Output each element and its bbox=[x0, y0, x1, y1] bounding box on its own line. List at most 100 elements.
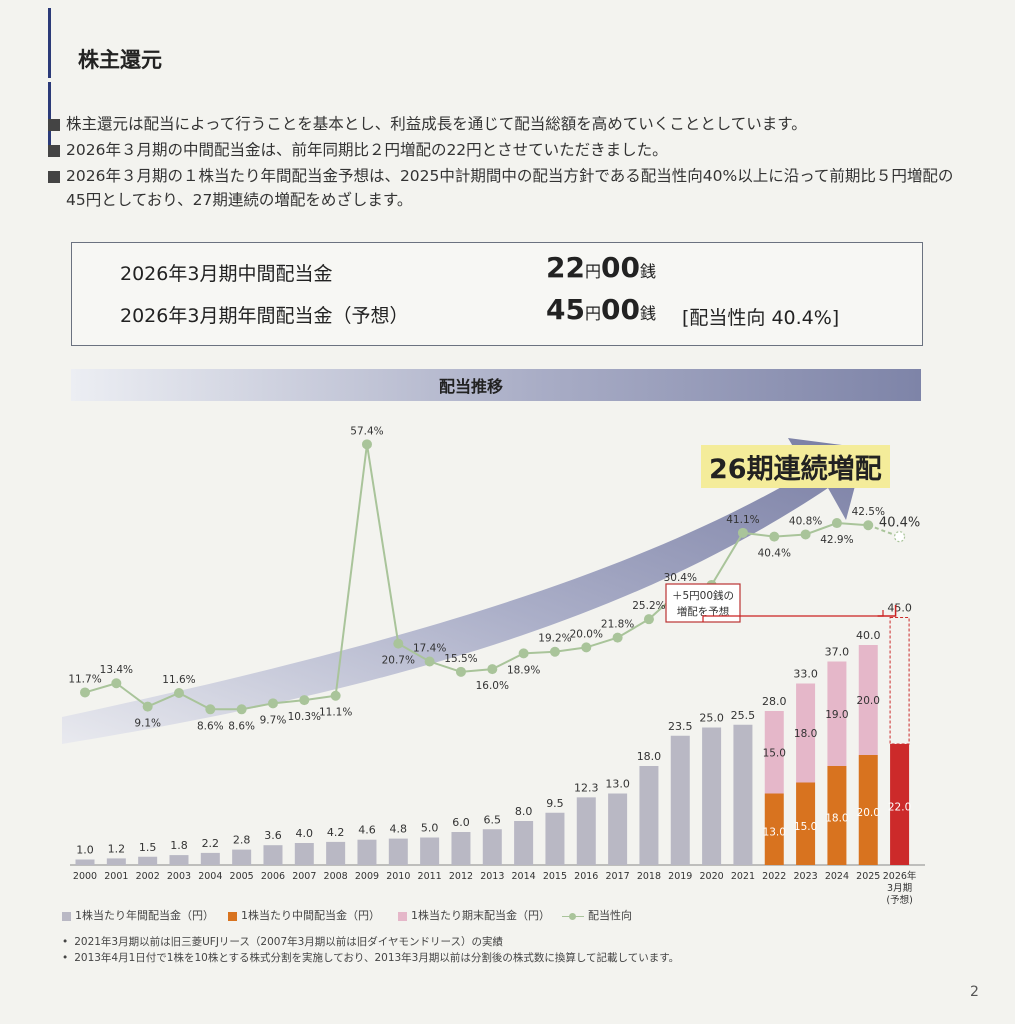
bar-interim bbox=[858, 755, 878, 865]
bar-yearend bbox=[764, 711, 784, 794]
bar-total-label: 23.5 bbox=[668, 720, 693, 733]
bar-yearend bbox=[796, 683, 816, 783]
payout-label: 42.5% bbox=[852, 506, 885, 518]
bar-total-label: 4.0 bbox=[296, 827, 314, 840]
payout-point bbox=[893, 531, 906, 543]
callout-connector bbox=[702, 610, 884, 622]
x-tick-label: 2021 bbox=[731, 871, 755, 882]
payout-label: 13.4% bbox=[100, 664, 133, 676]
payout-point bbox=[236, 704, 247, 715]
x-tick-label: 2000 bbox=[73, 871, 97, 882]
bar-annual bbox=[200, 852, 220, 865]
payout-point bbox=[173, 688, 184, 699]
dividend-chart: 1.0 1.2 1.5 1.8 2.2 2.8 3.6 4.0 4.2 4.6 4.8 5.0 6.0 6… bbox=[62, 425, 925, 906]
payout-label: 25.2% bbox=[632, 600, 665, 612]
legend-interim: 1株当たり中間配当金（円） bbox=[228, 907, 380, 923]
banner-arrow bbox=[71, 369, 921, 401]
bar-total-label: 40.0 bbox=[856, 629, 881, 642]
payout-label: 20.7% bbox=[382, 655, 415, 667]
x-tick-label: 2022 bbox=[762, 871, 786, 882]
x-tick-label: 2012 bbox=[449, 871, 473, 882]
bar-annual bbox=[514, 821, 534, 865]
bar-annual bbox=[733, 724, 753, 865]
bar-annual bbox=[451, 832, 471, 865]
x-tick-label: 2009 bbox=[355, 871, 379, 882]
payout-label: 40.8% bbox=[789, 515, 822, 527]
bar-total-label: 2.8 bbox=[233, 834, 251, 847]
bar-annual bbox=[326, 841, 346, 865]
bar-annual bbox=[357, 839, 377, 865]
payout-label: 16.0% bbox=[476, 680, 509, 692]
x-tick-label: 2005 bbox=[230, 871, 254, 882]
payout-point bbox=[424, 656, 435, 667]
bar-total-label: 2.2 bbox=[202, 837, 220, 850]
x-tick-label: 2004 bbox=[198, 871, 222, 882]
x-tick-label: 2014 bbox=[512, 871, 536, 882]
legend-payout: 配当性向 bbox=[562, 907, 632, 923]
bar-annual bbox=[388, 838, 408, 865]
bullet-list: 株主還元は配当によって行うことを基本とし、利益成長を通じて配当総額を高めていくこ… bbox=[48, 112, 968, 214]
payout-label: 11.7% bbox=[68, 673, 101, 685]
bar-yearend bbox=[858, 645, 878, 755]
bar-interim bbox=[764, 793, 784, 865]
x-tick-label: 2019 bbox=[668, 871, 692, 882]
payout-point bbox=[330, 690, 341, 701]
x-tick-label: 2020 bbox=[700, 871, 724, 882]
payout-label: 18.9% bbox=[507, 664, 540, 676]
payout-point bbox=[111, 678, 122, 689]
bar-total-label: 9.5 bbox=[546, 797, 564, 810]
payout-label: 19.2% bbox=[538, 633, 571, 645]
bar-interim-label: 15.0 bbox=[794, 821, 817, 833]
bar-total-label: 28.0 bbox=[762, 695, 787, 708]
payout-point bbox=[487, 664, 498, 675]
payout-point bbox=[518, 648, 529, 659]
payout-label: 9.7% bbox=[260, 714, 287, 726]
payout-point bbox=[612, 632, 623, 643]
bar-annual bbox=[639, 766, 659, 865]
bar-annual bbox=[670, 735, 690, 865]
bar-yearend bbox=[827, 661, 847, 766]
payout-label: 11.1% bbox=[319, 707, 352, 719]
bullet-item: 2026年３月期の中間配当金は、前年同期比２円増配の22円とさせていただきました… bbox=[48, 138, 968, 162]
payout-line-forecast bbox=[867, 524, 900, 538]
bar-total-label: 37.0 bbox=[825, 646, 850, 659]
annual-yen: 45 bbox=[546, 293, 585, 326]
bar-interim bbox=[796, 782, 816, 865]
payout-point bbox=[361, 439, 372, 450]
x-tick-label: 3月期 bbox=[887, 883, 912, 894]
bar-interim-label: 22.0 bbox=[888, 802, 911, 814]
bar-total-label: 6.5 bbox=[484, 813, 502, 826]
bar-total-label: 4.8 bbox=[390, 823, 408, 836]
x-tick-label: 2017 bbox=[606, 871, 630, 882]
bar-total-label: 1.0 bbox=[76, 844, 94, 857]
legend-swatch-pink bbox=[398, 911, 407, 921]
callout-arrow bbox=[877, 605, 897, 617]
payout-label: 20.0% bbox=[570, 628, 603, 640]
payout-label: 41.1% bbox=[726, 514, 759, 526]
bar-annual bbox=[608, 793, 628, 865]
payout-point bbox=[863, 520, 874, 531]
x-tick-label: 2026年 bbox=[883, 870, 917, 882]
bar-annual bbox=[75, 859, 95, 865]
legend-swatch-orange bbox=[228, 911, 237, 921]
page-number: 2 bbox=[970, 984, 979, 1000]
interim-sen: 00 bbox=[600, 251, 640, 284]
bar-total-label: 6.0 bbox=[452, 816, 470, 829]
payout-label: 42.9% bbox=[820, 534, 853, 546]
payout-label: 30.4% bbox=[664, 572, 697, 584]
sen-unit: 銭 bbox=[639, 262, 656, 281]
dividend-summary-box: 2026年3月期中間配当金 22円00銭 2026年3月期年間配当金（予想） 4… bbox=[71, 242, 923, 346]
bar-yearend-label: 15.0 bbox=[763, 747, 786, 759]
legend-annual: 1株当たり年間配当金（円） bbox=[62, 907, 214, 923]
legend-swatch-gray bbox=[62, 911, 71, 921]
bar-total-label: 1.5 bbox=[139, 841, 157, 854]
payout-point bbox=[643, 614, 654, 625]
payout-label: 15.5% bbox=[444, 653, 477, 665]
bar-total-label: 8.0 bbox=[515, 805, 533, 818]
annual-label: 2026年3月期年間配当金（予想） bbox=[120, 305, 409, 327]
x-tick-label: 2023 bbox=[793, 871, 817, 882]
interim-value: 22円00銭 bbox=[546, 251, 656, 284]
bar-total-label: 45.0 bbox=[887, 602, 912, 615]
growth-arrow bbox=[62, 438, 865, 744]
x-tick-label: 2006 bbox=[261, 871, 285, 882]
